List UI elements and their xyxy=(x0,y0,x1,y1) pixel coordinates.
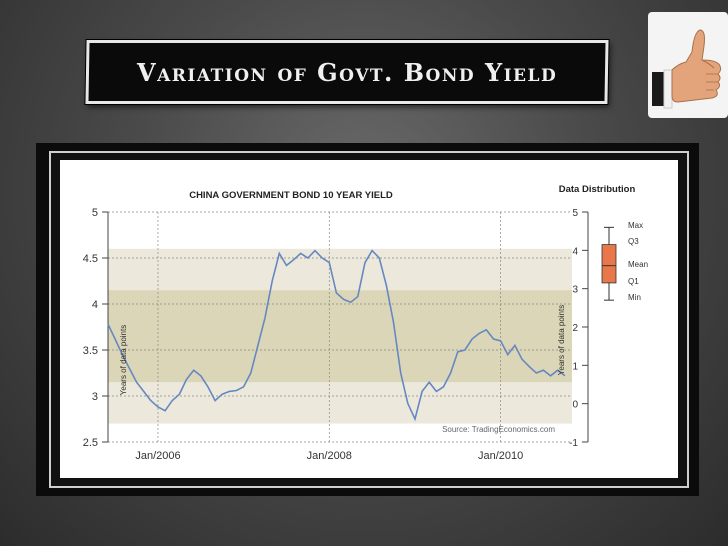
distribution-tick-label: 0 xyxy=(572,400,578,411)
x-axis-ticks: Jan/2006 Jan/2008 Jan/2010 xyxy=(135,450,523,462)
distribution-label-mean: Mean xyxy=(628,260,648,269)
y-axis-ticks: 2.5 3 3.5 4 4.5 5 xyxy=(83,207,108,449)
thumbs-up-icon xyxy=(648,12,728,118)
chart-panel: CHINA GOVERNMENT BOND 10 YEAR YIELD 2.5 3… xyxy=(60,160,678,478)
thumbs-up-graphic xyxy=(648,12,728,118)
distribution-vertical-label: Years of data points xyxy=(557,305,566,375)
x-tick-label: Jan/2010 xyxy=(478,450,523,462)
distribution-box xyxy=(602,245,616,283)
distribution-title: Data Distribution xyxy=(559,184,636,195)
bond-yield-chart: CHINA GOVERNMENT BOND 10 YEAR YIELD 2.5 3… xyxy=(60,160,678,478)
distribution-label-min: Min xyxy=(628,293,641,302)
x-tick-label: Jan/2008 xyxy=(307,450,352,462)
distribution-tick-label: -1 xyxy=(569,438,578,449)
y-tick-label: 5 xyxy=(92,207,98,219)
distribution-tick-label: 2 xyxy=(572,323,578,334)
source-label: Source: TradingEconomics.com xyxy=(442,425,555,434)
y-tick-label: 2.5 xyxy=(83,437,98,449)
slide-title-banner: Variation of Govt. Bond Yield xyxy=(85,40,608,104)
y-tick-label: 4 xyxy=(92,299,98,311)
distribution-tick-label: 1 xyxy=(572,361,578,372)
y-tick-label: 4.5 xyxy=(83,253,98,265)
distribution-boxplot: -1 0 1 2 3 4 5 Max Q3 Mean Q1 Min xyxy=(569,208,648,449)
distribution-tick-label: 4 xyxy=(572,246,578,257)
background-bands xyxy=(108,249,572,424)
y-tick-label: 3.5 xyxy=(83,345,98,357)
left-vertical-label: Years of data points xyxy=(119,325,128,395)
distribution-label-q1: Q1 xyxy=(628,277,639,286)
slide-title: Variation of Govt. Bond Yield xyxy=(137,58,557,87)
chart-title: CHINA GOVERNMENT BOND 10 YEAR YIELD xyxy=(189,190,393,201)
distribution-label-q3: Q3 xyxy=(628,237,639,246)
x-tick-label: Jan/2006 xyxy=(135,450,180,462)
y-tick-label: 3 xyxy=(92,391,98,403)
distribution-tick-label: 3 xyxy=(572,285,578,296)
distribution-label-max: Max xyxy=(628,221,643,230)
distribution-tick-label: 5 xyxy=(572,208,578,219)
